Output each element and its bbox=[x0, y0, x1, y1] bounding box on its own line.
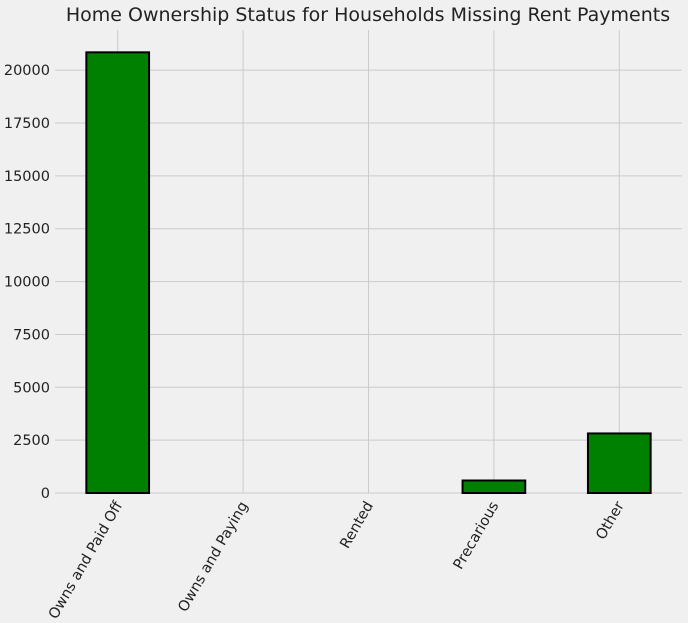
x-tick-label: Other bbox=[593, 499, 627, 543]
bar-layer bbox=[85, 51, 652, 495]
y-tick-label: 12500 bbox=[4, 222, 50, 238]
x-tick-label: Owns and Paid Off bbox=[46, 498, 127, 622]
grid-layer bbox=[55, 30, 682, 494]
bar bbox=[85, 51, 151, 495]
bar bbox=[586, 432, 652, 494]
x-tick-label: Precarious bbox=[451, 499, 503, 572]
chart-title: Home Ownership Status for Households Mis… bbox=[66, 4, 670, 26]
y-axis-ticks: 0 2500 5000 7500 10000 12500 15000 17500 20000 bbox=[4, 63, 50, 502]
x-tick-label: Owns and Paying bbox=[175, 499, 251, 615]
x-axis-ticks: Owns and Paid Off Owns and Paying Rented Pr… bbox=[46, 498, 628, 622]
y-tick-label: 10000 bbox=[4, 275, 50, 291]
y-tick-label: 17500 bbox=[4, 116, 50, 132]
y-tick-label: 20000 bbox=[4, 63, 50, 79]
bar bbox=[461, 479, 527, 494]
y-tick-label: 0 bbox=[41, 486, 50, 502]
y-tick-label: 2500 bbox=[13, 433, 50, 449]
y-tick-label: 15000 bbox=[4, 169, 50, 185]
x-tick-label: Rented bbox=[337, 499, 377, 551]
y-tick-label: 7500 bbox=[13, 327, 50, 343]
y-tick-label: 5000 bbox=[13, 380, 50, 396]
